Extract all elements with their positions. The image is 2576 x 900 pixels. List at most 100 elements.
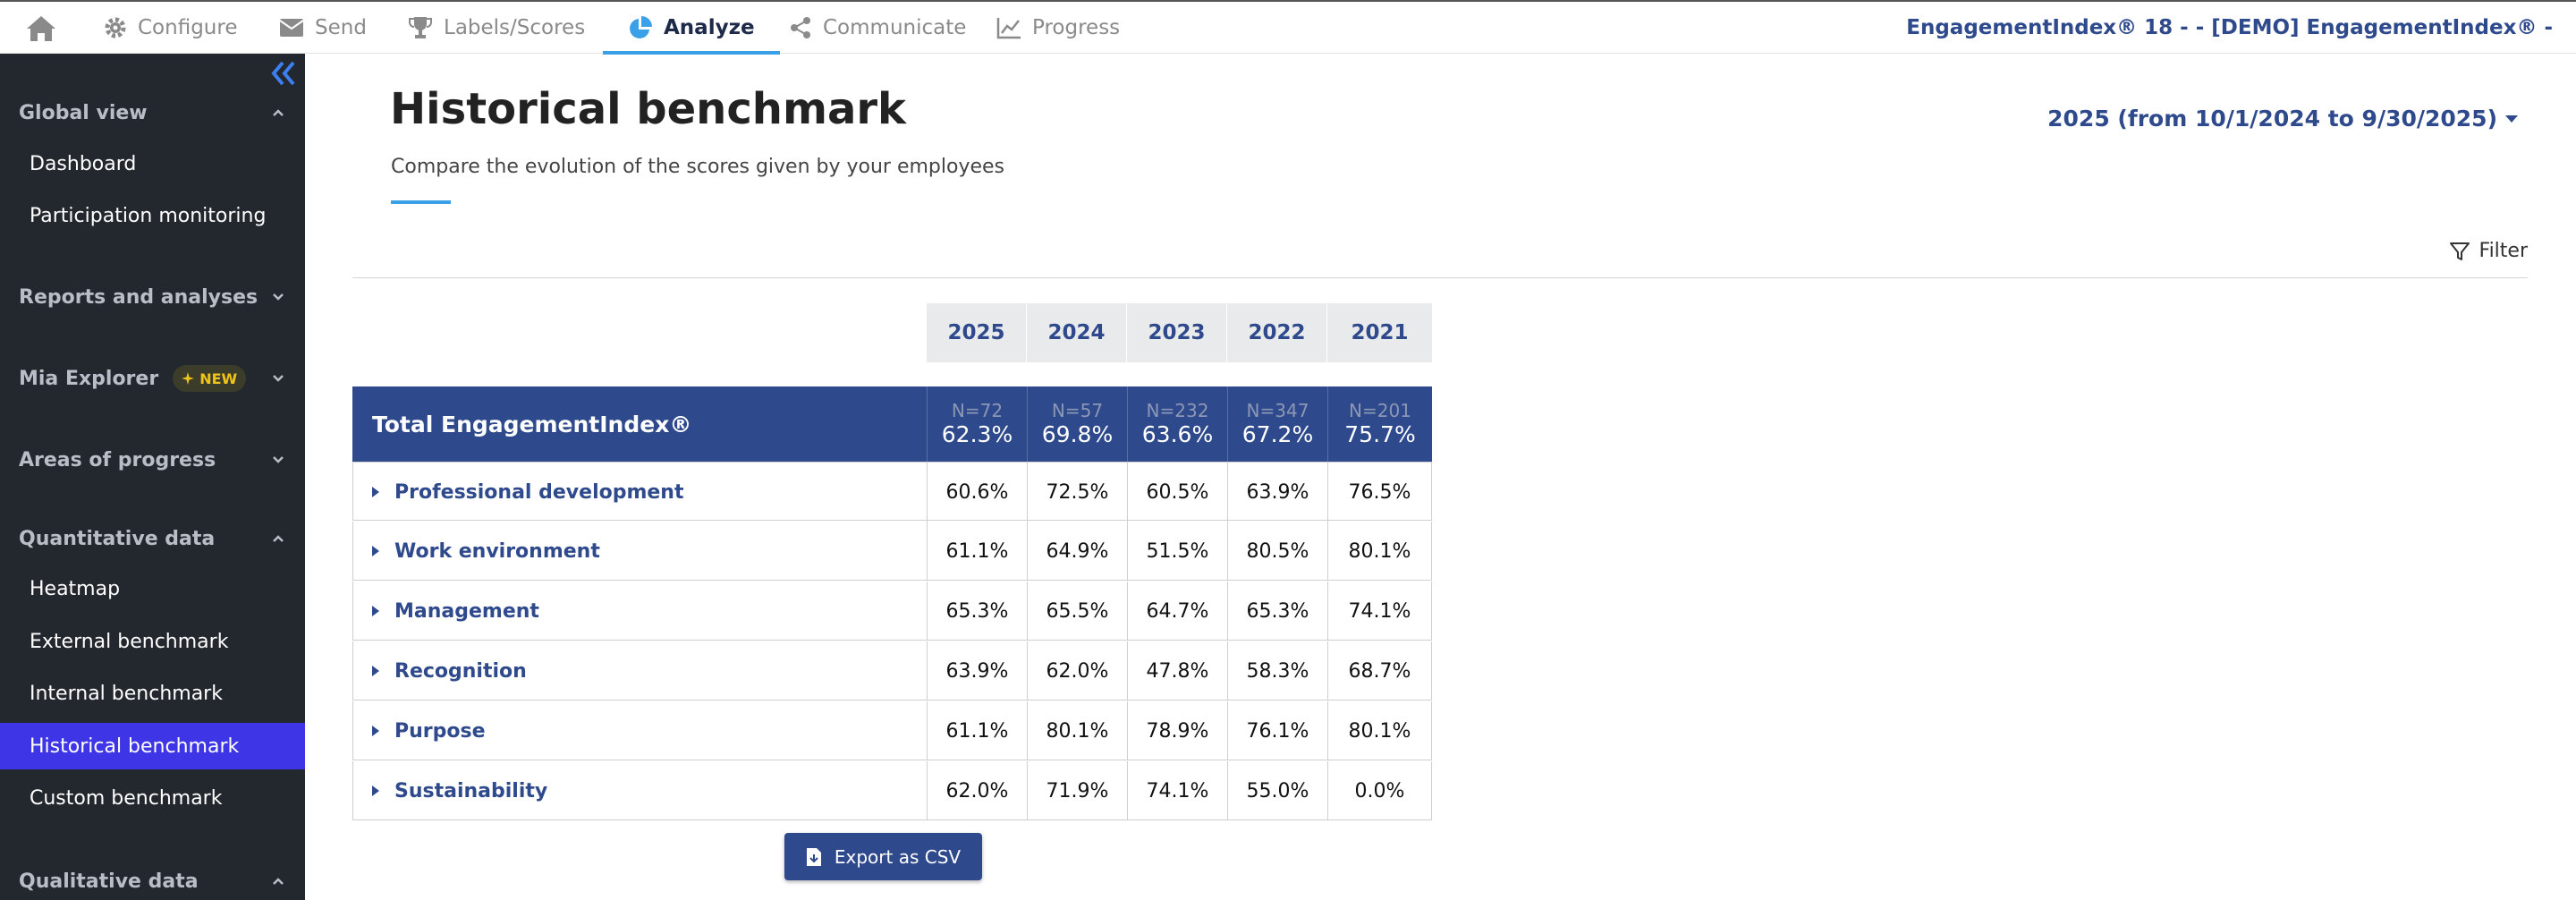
score-cell: 74.1% <box>1127 761 1227 820</box>
expand-row-management[interactable]: Management <box>371 582 539 641</box>
expand-row-purpose[interactable]: Purpose <box>371 701 486 760</box>
score-cell: 62.0% <box>1027 641 1127 700</box>
sidebar-section-label: Reports and analyses <box>19 285 258 309</box>
year-header-2023: 2023 <box>1127 303 1226 362</box>
sidebar-item-label: Internal benchmark <box>30 682 223 705</box>
filter-icon <box>2449 242 2470 260</box>
total-cell: N=201 75.7% <box>1327 386 1432 462</box>
double-chevron-left-icon <box>271 61 295 86</box>
sidebar-section-areas-of-progress[interactable]: Areas of progress <box>0 440 305 480</box>
export-csv-button[interactable]: Export as CSV <box>784 833 982 880</box>
score-cell: 80.1% <box>1327 522 1431 581</box>
sidebar-section-qualitative-data[interactable]: Qualitative data <box>0 862 305 900</box>
gear-icon <box>105 17 126 38</box>
filter-button[interactable]: Filter <box>2449 240 2528 262</box>
title-underline <box>391 200 451 204</box>
sidebar-item-label: Dashboard <box>30 152 137 175</box>
period-selector[interactable]: 2025 (from 10/1/2024 to 9/30/2025) <box>2047 106 2519 132</box>
respondent-count: N=72 <box>951 400 1004 421</box>
sidebar-section-label: Global view <box>19 101 148 124</box>
sidebar-section-quantitative-data[interactable]: Quantitative data <box>0 519 305 558</box>
score-cell: 60.6% <box>927 463 1027 522</box>
organization-name[interactable]: EngagementIndex® 18 - - [DEMO] Engagemen… <box>1906 16 2553 39</box>
filter-button-label: Filter <box>2479 240 2528 262</box>
sidebar-section-mia-explorer[interactable]: Mia Explorer NEW <box>0 359 305 398</box>
nav-labels-scores-label: Labels/Scores <box>444 16 586 39</box>
sidebar-item-participation-monitoring[interactable]: Participation monitoring <box>0 192 305 239</box>
nav-configure[interactable]: Configure <box>104 2 237 54</box>
score-cell: 63.9% <box>1227 463 1327 522</box>
new-badge-label: NEW <box>199 369 238 387</box>
export-csv-label: Export as CSV <box>834 845 962 868</box>
expand-row-sustainability[interactable]: Sustainability <box>371 761 547 820</box>
nav-labels-scores[interactable]: Labels/Scores <box>408 2 585 54</box>
sidebar-section-reports-and-analyses[interactable]: Reports and analyses <box>0 277 305 317</box>
sidebar-item-label: Historical benchmark <box>30 734 240 758</box>
caret-right-icon <box>372 546 379 556</box>
sidebar-item-internal-benchmark[interactable]: Internal benchmark <box>0 670 305 717</box>
score-cell: 58.3% <box>1227 641 1327 700</box>
score-cell: 74.1% <box>1327 582 1431 641</box>
sidebar-item-dashboard[interactable]: Dashboard <box>0 140 305 187</box>
score-cell: 60.5% <box>1127 463 1227 522</box>
respondent-count: N=57 <box>1051 400 1104 421</box>
score-cell: 72.5% <box>1027 463 1127 522</box>
chevron-up-icon <box>273 109 284 116</box>
score-cell: 65.3% <box>1227 582 1327 641</box>
score-cell: 71.9% <box>1027 761 1127 820</box>
score-cell: 80.5% <box>1227 522 1327 581</box>
score-cell: 62.0% <box>927 761 1027 820</box>
expand-row-work-environment[interactable]: Work environment <box>371 522 600 581</box>
row-label: Sustainability <box>394 779 548 802</box>
new-badge: NEW <box>173 365 247 392</box>
caret-right-icon <box>372 785 379 796</box>
total-cell: N=57 69.8% <box>1027 386 1127 462</box>
nav-send-label: Send <box>315 16 367 39</box>
chevron-up-icon <box>273 535 284 542</box>
score-cell: 68.7% <box>1327 641 1431 700</box>
expand-row-professional-development[interactable]: Professional development <box>371 463 684 522</box>
score-cell: 61.1% <box>927 701 1027 760</box>
total-score: 75.7% <box>1344 421 1416 447</box>
home-button[interactable] <box>23 13 59 45</box>
sidebar-item-historical-benchmark[interactable]: Historical benchmark <box>0 723 305 769</box>
nav-progress[interactable]: Progress <box>996 2 1120 54</box>
share-icon <box>791 17 810 38</box>
table-row: Professional development 60.6% 72.5% 60.… <box>352 462 1432 522</box>
sidebar-section-global-view[interactable]: Global view <box>0 93 305 132</box>
score-cell: 0.0% <box>1327 761 1431 820</box>
nav-analyze[interactable]: Analyze <box>603 2 780 55</box>
caret-right-icon <box>372 726 379 736</box>
nav-progress-label: Progress <box>1032 16 1121 39</box>
total-score: 67.2% <box>1241 421 1314 447</box>
sidebar-item-heatmap[interactable]: Heatmap <box>0 565 305 612</box>
table-row: Purpose 61.1% 80.1% 78.9% 76.1% 80.1% <box>352 701 1432 760</box>
total-cell: N=72 62.3% <box>927 386 1027 462</box>
table-row: Management 65.3% 65.5% 64.7% 65.3% 74.1% <box>352 582 1432 641</box>
row-label: Professional development <box>394 480 684 504</box>
score-cell: 47.8% <box>1127 641 1227 700</box>
caret-right-icon <box>372 487 379 497</box>
nav-send[interactable]: Send <box>279 2 367 54</box>
score-cell: 65.3% <box>927 582 1027 641</box>
row-label: Work environment <box>394 539 600 563</box>
sidebar-item-custom-benchmark[interactable]: Custom benchmark <box>0 775 305 821</box>
score-cell: 65.5% <box>1027 582 1127 641</box>
home-icon <box>27 16 55 41</box>
score-cell: 80.1% <box>1027 701 1127 760</box>
sidebar-item-external-benchmark[interactable]: External benchmark <box>0 618 305 665</box>
total-engagement-row: Total EngagementIndex® N=72 62.3% N=57 6… <box>352 386 1432 462</box>
caret-right-icon <box>372 666 379 676</box>
top-navigation: Configure Send Labels/Scores Analyze Com… <box>0 0 2576 55</box>
score-cell: 61.1% <box>927 522 1027 581</box>
chevron-down-icon <box>273 293 284 301</box>
row-label: Purpose <box>394 719 486 743</box>
sidebar-section-label: Mia Explorer <box>19 367 159 390</box>
caret-down-icon <box>2505 115 2518 123</box>
envelope-icon <box>279 19 304 37</box>
caret-right-icon <box>372 606 379 616</box>
expand-row-recognition[interactable]: Recognition <box>371 641 527 700</box>
nav-communicate[interactable]: Communicate <box>789 2 966 54</box>
line-chart-icon <box>996 18 1021 39</box>
collapse-sidebar-button[interactable] <box>267 57 300 89</box>
